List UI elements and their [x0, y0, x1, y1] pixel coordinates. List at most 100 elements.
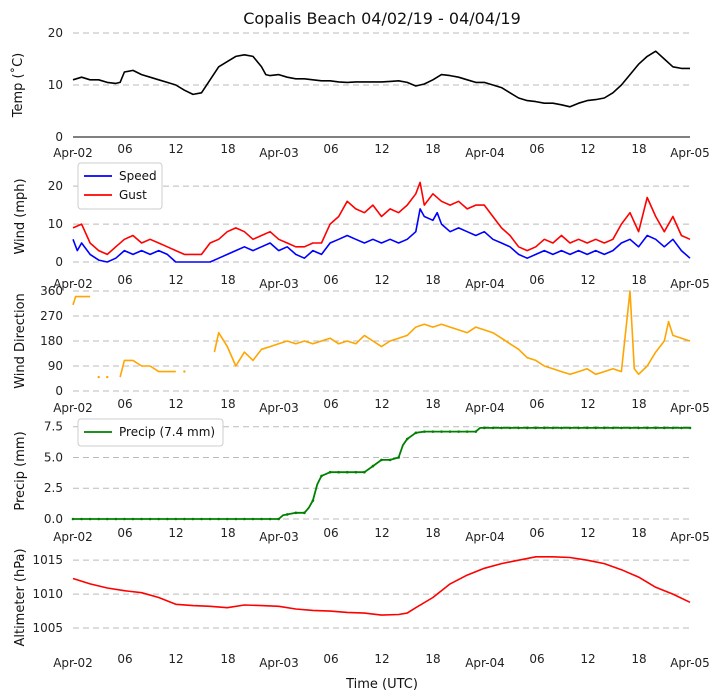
x-tick-label-dir: 18 [220, 397, 235, 411]
legend-box-precip [77, 418, 224, 447]
series-point-precip [654, 426, 658, 430]
series-point-precip [225, 517, 229, 521]
series-point-dir [183, 370, 186, 373]
x-tick-label-precip: 06 [117, 526, 132, 540]
y-tick-label-wind: 10 [48, 217, 63, 231]
y-tick-label-dir: 180 [40, 334, 63, 348]
series-point-precip [105, 517, 109, 521]
series-line-temp-0-0 [72, 50, 690, 108]
series-point-precip [243, 517, 246, 521]
legend-label-wind: Gust [119, 188, 147, 202]
series-point-precip [611, 426, 615, 430]
panel-wind: 0 10 20 Wind (mph) Apr-02 06 12 18 Apr-03 06 12 18 A… [13, 162, 710, 291]
x-tick-label-dir: 18 [425, 397, 440, 411]
series-point-precip [140, 517, 143, 521]
x-tick-label-dir: Apr-04 [465, 401, 505, 415]
x-tick-label-alt: Apr-04 [465, 656, 505, 670]
x-tick-label-wind: 06 [117, 273, 132, 287]
y-tick-label-precip: 2.5 [44, 481, 63, 495]
y-tick-label-dir: 0 [55, 384, 63, 398]
series-point-precip [414, 431, 418, 435]
x-axis-label: Time (UTC) [345, 677, 418, 692]
x-tick-label-temp: Apr-02 [53, 146, 93, 160]
series-point-precip [525, 426, 529, 430]
x-tick-label-dir: 06 [323, 397, 338, 411]
series-point-precip [251, 517, 255, 521]
series-point-precip [80, 517, 83, 521]
series-point-precip [585, 426, 589, 430]
y-axis-label-dir: Wind Direction [13, 293, 28, 389]
x-tick-label-alt: 06 [117, 652, 132, 666]
y-tick-label-temp: 0 [55, 130, 63, 144]
series-point-precip [688, 426, 692, 430]
series-point-precip [208, 517, 212, 521]
series-point-precip [491, 426, 495, 430]
x-tick-label-dir: Apr-02 [53, 401, 93, 415]
chart-title: Copalis Beach 04/02/19 - 04/04/19 [243, 9, 521, 28]
series-point-precip [174, 517, 178, 521]
x-tick-label-precip: 18 [631, 526, 646, 540]
x-tick-label-temp: 12 [374, 142, 389, 156]
y-tick-label-dir: 90 [48, 359, 63, 373]
series-point-precip [363, 470, 366, 474]
series-point-precip [311, 499, 315, 502]
x-tick-label-precip: Apr-03 [259, 530, 299, 544]
x-tick-label-wind: 18 [425, 273, 440, 287]
x-tick-label-alt: 12 [580, 652, 595, 666]
x-tick-label-temp: 06 [529, 142, 544, 156]
series-point-precip [568, 426, 572, 430]
series-point-precip [448, 430, 452, 433]
y-tick-label-alt: 1005 [32, 621, 63, 635]
x-tick-label-precip: Apr-05 [670, 530, 710, 544]
x-tick-label-wind: 18 [220, 273, 235, 287]
x-tick-label-temp: 12 [580, 142, 595, 156]
y-tick-label-precip: 0.0 [44, 512, 63, 526]
x-tick-label-precip: 18 [220, 526, 235, 540]
y-axis-label-temp: Temp (˚C) [10, 53, 26, 119]
series-point-precip [603, 426, 606, 430]
series-point-dir [97, 375, 100, 379]
series-point-precip [543, 426, 546, 430]
y-tick-label-dir: 270 [40, 309, 63, 323]
x-tick-label-alt: 12 [374, 652, 389, 666]
x-tick-label-alt: 18 [425, 652, 440, 666]
x-tick-label-dir: 12 [374, 397, 389, 411]
series-point-precip [388, 458, 392, 462]
y-tick-label-alt: 1015 [32, 553, 63, 567]
x-tick-label-wind: 06 [323, 273, 338, 287]
series-line-dir-0-1 [119, 359, 176, 378]
x-tick-label-wind: Apr-04 [465, 277, 505, 291]
x-tick-label-alt: 18 [631, 652, 646, 666]
x-tick-label-temp: 18 [220, 142, 235, 156]
y-axis-label-precip: Precip (mm) [13, 431, 28, 510]
series-point-precip [620, 426, 623, 430]
series-point-precip [577, 426, 580, 430]
x-tick-label-wind: Apr-02 [53, 277, 93, 291]
series-line-dir-0-0 [72, 295, 91, 306]
series-point-precip [114, 517, 118, 521]
series-line-dir-0-2 [213, 290, 691, 376]
series-point-precip [200, 517, 203, 521]
x-tick-label-wind: 12 [580, 273, 595, 287]
x-tick-label-alt: 12 [168, 652, 183, 666]
legend-label-precip: Precip (7.4 mm) [119, 425, 215, 439]
y-tick-label-precip: 7.5 [44, 420, 63, 434]
series-point-precip [260, 517, 263, 521]
series-point-precip [294, 511, 298, 515]
x-tick-label-alt: Apr-03 [259, 656, 299, 670]
panel-dir: 0 90 180 270 360 Wind Direction Apr-02 06 12 18 Ap… [13, 284, 710, 415]
x-tick-label-precip: 12 [580, 526, 595, 540]
x-tick-label-temp: Apr-04 [465, 146, 505, 160]
series-point-precip [662, 426, 666, 430]
x-tick-label-temp: 18 [631, 142, 646, 156]
x-tick-label-precip: 06 [529, 526, 544, 540]
x-tick-label-wind: Apr-05 [670, 277, 710, 291]
panel-temp: 0 10 20 Temp (˚C) Apr-02 06 12 18 Apr-03 06 12 18 Ap… [10, 26, 710, 160]
series-point-precip [71, 517, 75, 521]
x-tick-label-temp: 06 [323, 142, 338, 156]
series-point-precip [123, 517, 126, 521]
series-point-precip [354, 470, 358, 474]
series-point-precip [217, 517, 220, 521]
x-tick-label-precip: Apr-04 [465, 530, 505, 544]
